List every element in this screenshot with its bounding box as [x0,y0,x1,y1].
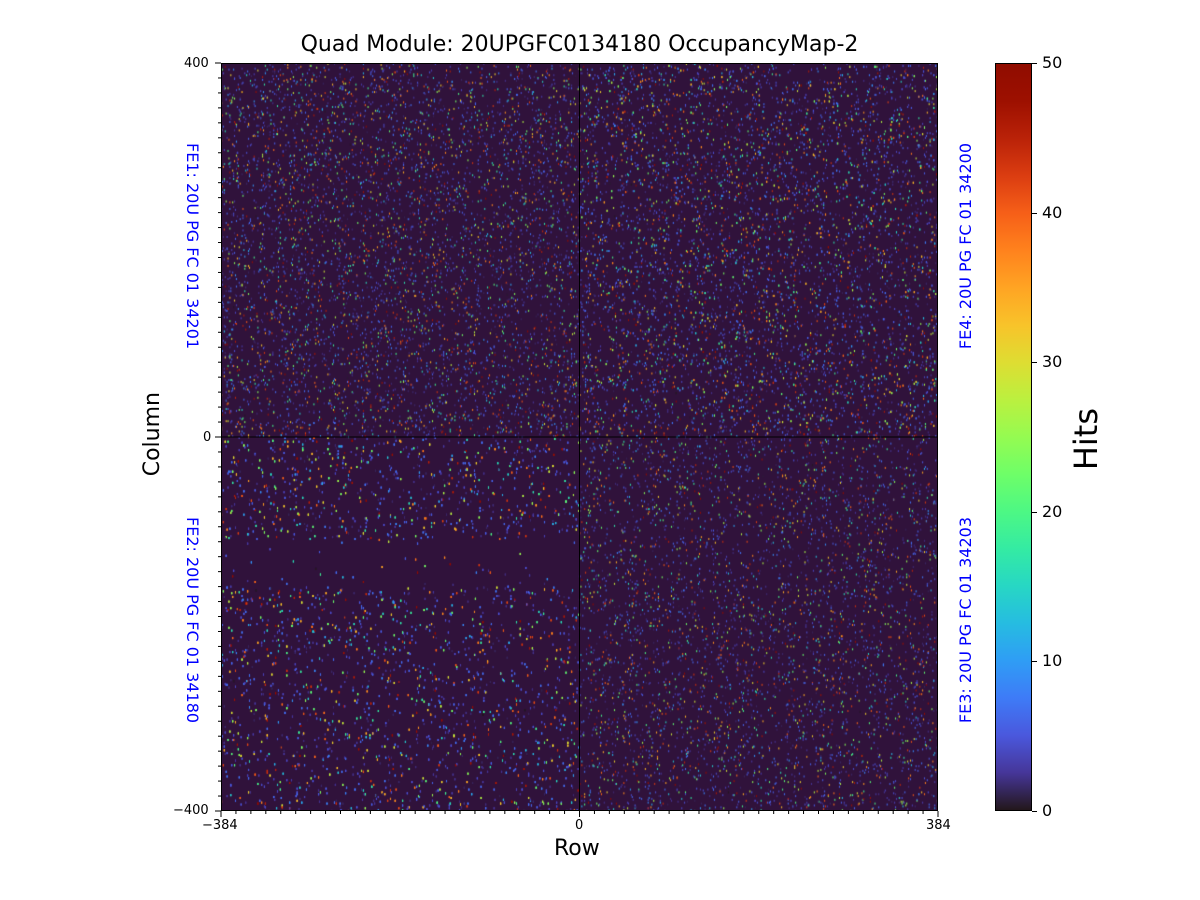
colorbar-tick [1032,511,1037,513]
colorbar [995,63,1032,811]
fe1-label: FE1: 20U PG FC 01 34201 [183,143,202,350]
colorbar-tick [1032,212,1037,214]
x-tick-label: 384 [926,818,951,833]
chart-title: Quad Module: 20UPGFC0134180 OccupancyMap… [300,32,859,57]
fe4-label: FE4: 20U PG FC 01 34200 [956,143,975,350]
y-tick-label: −400 [173,803,209,818]
x-axis-label: Row [554,836,600,861]
colorbar-tick [1032,661,1037,663]
plot-area [215,62,939,817]
fe3-label: FE3: 20U PG FC 01 34203 [956,517,975,724]
colorbar-tick-label: 20 [1042,501,1063,521]
colorbar-tick-label: 40 [1042,202,1063,222]
axes [215,62,939,817]
fe2-label: FE2: 20U PG FC 01 34180 [183,517,202,724]
y-tick-label: 400 [184,56,209,71]
colorbar-tick-label: 0 [1042,801,1053,820]
colorbar-tick-label: 50 [1042,53,1063,72]
colorbar-tick [1032,811,1037,812]
x-tick-label: 0 [575,818,584,833]
x-tick-label: −384 [202,818,238,833]
y-axis-label: Column [140,392,165,477]
colorbar-tick [1032,63,1037,64]
colorbar-label: Hits [1067,408,1105,471]
colorbar-tick [1032,362,1037,364]
y-tick-label: 0 [203,430,212,445]
colorbar-tick-label: 10 [1042,651,1063,671]
colorbar-tick-label: 30 [1042,352,1063,372]
